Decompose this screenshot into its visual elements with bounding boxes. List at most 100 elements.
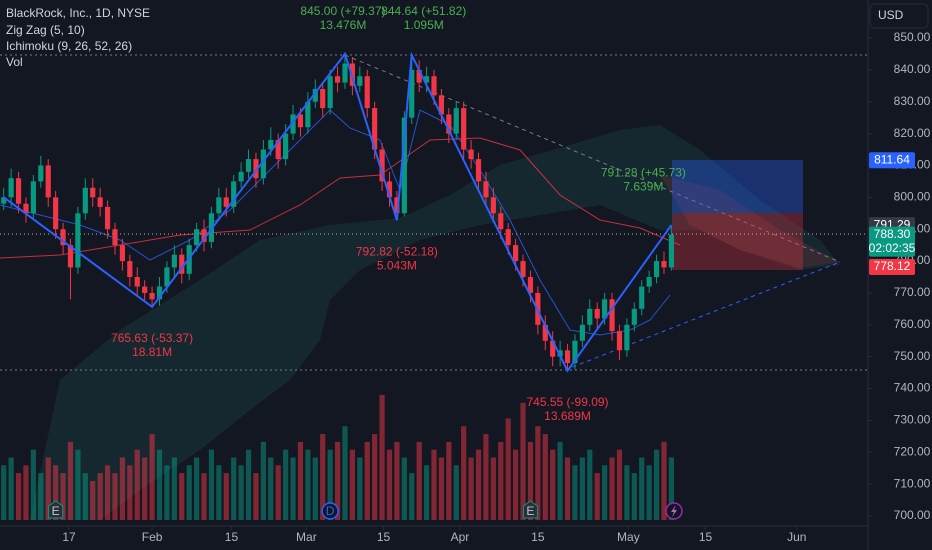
candle-body	[134, 277, 140, 287]
candle-body	[468, 149, 474, 160]
candle-body	[661, 261, 667, 268]
candle-body	[394, 197, 400, 214]
zigzag-volume: 13.476M	[320, 18, 367, 32]
candle-body	[616, 331, 623, 351]
y-tick-label: 760.00	[894, 317, 931, 331]
volume-bar	[253, 473, 259, 520]
currency: USD	[878, 8, 904, 22]
x-tick-label: Feb	[142, 530, 163, 544]
candle-body	[179, 254, 185, 274]
event-badge	[321, 502, 339, 520]
volume-bar	[468, 457, 474, 520]
candle-body	[564, 350, 571, 364]
event-badge	[522, 500, 538, 519]
volume-bar	[334, 441, 341, 520]
x-tick-label: 17	[62, 530, 76, 544]
volume-bar	[639, 457, 645, 520]
volume-bar	[327, 449, 333, 520]
candle-body	[639, 286, 645, 309]
x-tick-label: Apr	[451, 530, 470, 544]
volume-bar	[542, 434, 548, 520]
candle-body	[253, 159, 259, 179]
candle-body	[290, 114, 296, 134]
zigzag-volume: 13.689M	[544, 409, 591, 423]
candle-body	[446, 114, 452, 134]
candle-body	[245, 159, 252, 172]
candle-body	[475, 159, 482, 182]
projection-line	[344, 54, 841, 263]
volume-bar	[416, 441, 422, 520]
volume-bar	[127, 465, 133, 520]
candle-body	[602, 299, 608, 319]
candle-body	[216, 197, 222, 214]
volume-bar	[67, 441, 74, 520]
candle-body	[453, 108, 459, 134]
candle-body	[609, 299, 615, 332]
candle-body	[320, 88, 326, 109]
volume-bar	[297, 441, 304, 520]
candle-body	[342, 63, 348, 83]
candle-body	[401, 117, 407, 214]
indicator-label: Vol	[6, 55, 23, 69]
volume-bar	[142, 457, 148, 520]
candle-body	[520, 261, 526, 277]
volume-bar	[290, 457, 296, 520]
y-tick-label: 730.00	[894, 413, 931, 427]
volume-bar	[624, 465, 630, 520]
candle-body	[53, 197, 59, 230]
candle-body	[231, 181, 237, 207]
volume-bar	[379, 395, 385, 520]
event-icon-glyph	[671, 505, 677, 517]
candle-body	[416, 69, 422, 83]
indicator-label: Zig Zag (5, 10)	[6, 23, 85, 37]
x-tick-label: 15	[377, 530, 391, 544]
event-badge	[48, 500, 64, 519]
volume-bar	[520, 402, 526, 520]
volume-bar	[631, 473, 637, 520]
candle-body	[297, 114, 304, 128]
candle-body	[75, 213, 81, 268]
volume-bar	[498, 441, 504, 520]
candle-body	[38, 165, 44, 182]
candle-body	[334, 76, 341, 83]
candle-body	[505, 229, 511, 246]
volume-bar	[186, 465, 192, 520]
candle-body	[572, 340, 578, 364]
zigzag-label: 765.63 (-53.37)	[111, 331, 193, 345]
volume-bar	[349, 449, 355, 520]
price-badge-label: 778.12	[874, 259, 911, 273]
x-tick-label: Jun	[787, 530, 806, 544]
volume-bar	[119, 457, 126, 520]
volume-bar	[357, 457, 363, 520]
volume-bar	[179, 473, 185, 520]
target-zone	[672, 160, 803, 213]
candle-body	[461, 108, 467, 150]
y-tick-label: 820.00	[894, 126, 931, 140]
volume-bar	[245, 449, 252, 520]
volume-bar	[572, 465, 578, 520]
volume-bar	[616, 449, 623, 520]
volume-bar	[364, 441, 370, 520]
candle-body	[268, 139, 274, 150]
candle-body	[201, 229, 207, 242]
volume-bar	[149, 434, 155, 520]
candle-body	[409, 69, 415, 118]
currency-button[interactable]	[869, 3, 929, 29]
volume-bar	[579, 457, 585, 520]
price-badge	[869, 226, 915, 257]
volume-bar	[453, 465, 459, 520]
candle-body	[275, 139, 281, 160]
volume-bar	[550, 449, 556, 520]
y-tick-label: 750.00	[894, 349, 931, 363]
candle-body	[67, 245, 74, 268]
price-badge-label: 788.30	[874, 227, 911, 241]
volume-bar	[513, 449, 519, 520]
candle-body	[438, 95, 445, 115]
volume-bar	[194, 457, 200, 520]
event-label: E	[52, 504, 60, 518]
candle-body	[305, 101, 311, 128]
volume-bar	[112, 473, 118, 520]
x-tick-label: May	[617, 530, 640, 544]
volume-bar	[134, 449, 140, 520]
